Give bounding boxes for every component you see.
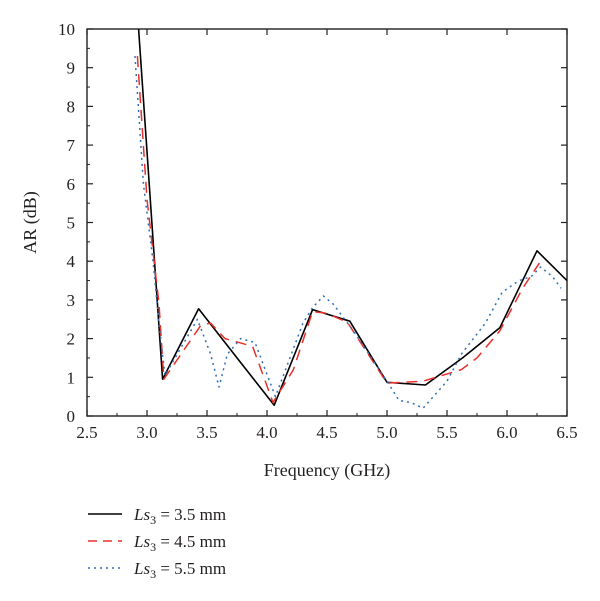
x-tick-label: 6.0 <box>496 423 517 442</box>
x-tick-label: 4.0 <box>256 423 277 442</box>
y-tick-label: 3 <box>67 291 76 310</box>
y-tick-label: 6 <box>67 175 76 194</box>
plot-frame <box>86 28 568 417</box>
y-tick-label: 7 <box>67 136 76 155</box>
x-tick-label: 5.0 <box>376 423 397 442</box>
y-tick-label: 8 <box>67 97 76 116</box>
legend-item-2: Ls3 = 4.5 mm <box>88 532 226 554</box>
legend-label-suffix: = 5.5 mm <box>156 559 226 578</box>
plot-area: 2.5 3.0 3.5 4.0 4.5 5.0 5.5 6.0 6.5 0 1 2 3 4 5 6 7 8 9 10 <box>58 20 578 442</box>
x-tick-label: 5.5 <box>436 423 457 442</box>
y-tick-label: 2 <box>67 330 76 349</box>
legend-label-subscript: 3 <box>150 567 156 581</box>
x-axis-ticks: 2.5 3.0 3.5 4.0 4.5 5.0 5.5 6.0 6.5 <box>76 29 578 442</box>
legend-label-prefix: Ls <box>133 505 150 524</box>
y-axis-label: AR (dB) <box>20 191 41 254</box>
legend-item-3: Ls3 = 5.5 mm <box>88 559 226 581</box>
y-tick-label: 4 <box>67 252 76 271</box>
legend-label-subscript: 3 <box>150 513 156 527</box>
series-line-2 <box>136 56 541 404</box>
y-tick-label: 5 <box>67 214 76 233</box>
legend-label-subscript: 3 <box>150 540 156 554</box>
x-tick-label: 6.5 <box>556 423 577 442</box>
y-tick-label: 1 <box>67 368 76 387</box>
legend-item-1: Ls3 = 3.5 mm <box>88 505 226 527</box>
y-tick-label: 9 <box>67 59 76 78</box>
y-tick-label: 0 <box>67 407 76 426</box>
series-lines <box>134 29 567 410</box>
legend-label-suffix: = 3.5 mm <box>156 505 226 524</box>
x-axis-label: Frequency (GHz) <box>264 460 390 481</box>
legend-label: Ls3 = 5.5 mm <box>133 559 226 581</box>
legend-label: Ls3 = 3.5 mm <box>133 505 226 527</box>
y-axis-ticks: 0 1 2 3 4 5 6 7 8 9 10 <box>58 20 567 426</box>
legend-label-prefix: Ls <box>133 559 150 578</box>
series-line-1 <box>137 29 567 407</box>
x-tick-label: 3.0 <box>136 423 157 442</box>
x-tick-label: 3.5 <box>196 423 217 442</box>
y-tick-label: 10 <box>58 20 75 39</box>
series-line-3 <box>134 56 562 410</box>
legend-label-prefix: Ls <box>133 532 150 551</box>
x-tick-label: 2.5 <box>76 423 97 442</box>
legend-label-suffix: = 4.5 mm <box>156 532 226 551</box>
legend-label: Ls3 = 4.5 mm <box>133 532 226 554</box>
x-tick-label: 4.5 <box>316 423 337 442</box>
